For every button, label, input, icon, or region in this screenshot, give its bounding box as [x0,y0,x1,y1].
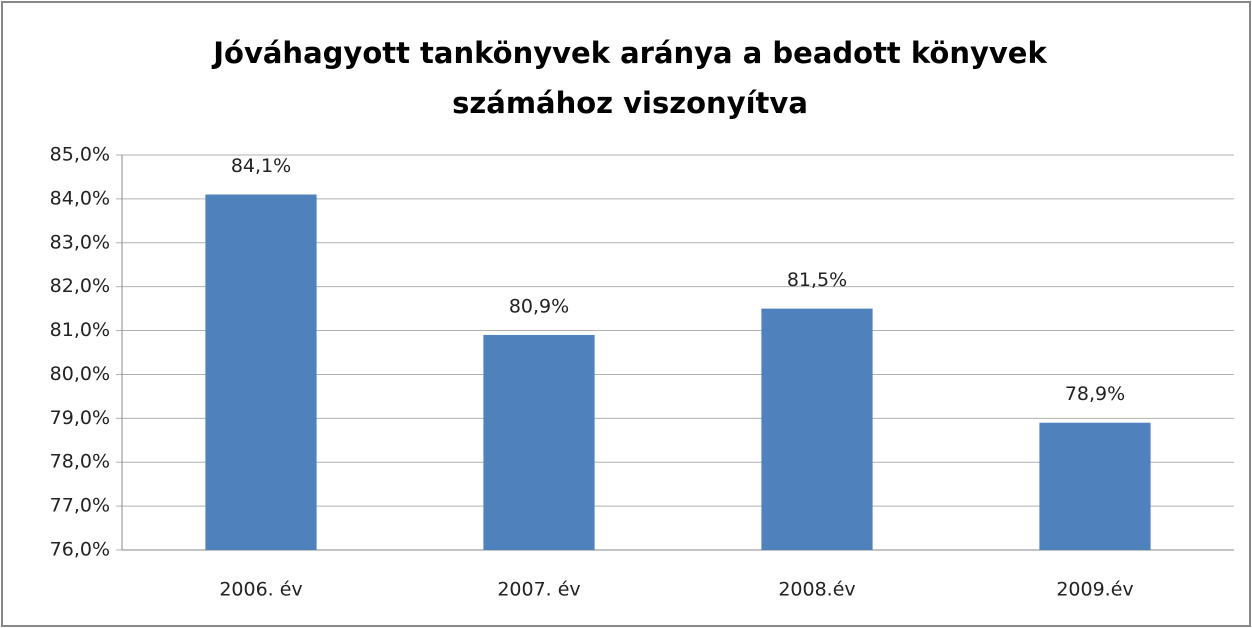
y-tick-label: 76,0% [50,539,110,561]
y-tick-label: 81,0% [50,319,110,341]
y-tick-label: 83,0% [50,231,110,253]
bar [205,194,317,550]
bar [483,334,595,550]
chart-title: Jóváhagyott tankönyvek aránya a beadott … [213,36,1047,120]
y-tick-label: 80,0% [50,363,110,385]
x-tick-label: 2007. év [497,579,580,601]
bar [1039,422,1151,550]
data-label: 78,9% [1065,383,1125,405]
x-tick-label: 2009.év [1056,579,1133,601]
x-tick-label: 2008.év [778,579,855,601]
data-label: 80,9% [509,295,569,317]
y-tick-label: 85,0% [50,144,110,166]
bar [761,308,873,550]
y-tick-label: 82,0% [50,275,110,297]
data-label: 84,1% [231,155,291,177]
y-tick-label: 77,0% [50,495,110,517]
x-tick-label: 2006. év [219,579,302,601]
data-label: 81,5% [787,269,847,291]
y-tick-label: 79,0% [50,407,110,429]
y-tick-label: 78,0% [50,451,110,473]
y-tick-label: 84,0% [50,187,110,209]
